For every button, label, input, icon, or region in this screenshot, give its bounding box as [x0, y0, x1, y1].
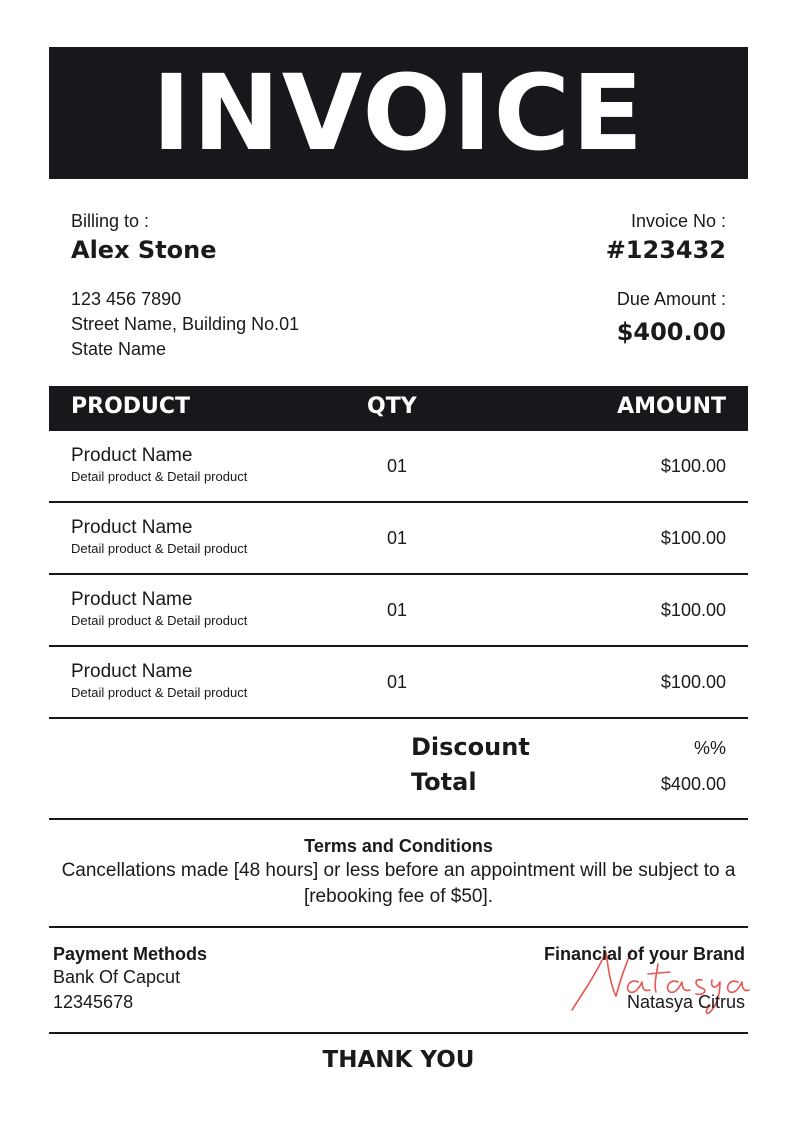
invoice-no-label: Invoice No : [630, 211, 726, 231]
total-label: Total [411, 768, 477, 796]
discount-value: %% [693, 738, 726, 758]
billing-label: Billing to : [71, 211, 150, 231]
discount-label: Discount [411, 733, 530, 761]
amount: $100.00 [660, 672, 726, 692]
terms-text: Cancellations made [48 hours] or less be… [61, 860, 736, 907]
billing-name: Alex Stone [71, 236, 217, 264]
product-detail: Detail product & Detail product [71, 685, 248, 700]
qty: 01 [387, 456, 408, 476]
invoice-banner: INVOICE [49, 47, 748, 179]
table-header: PRODUCT QTY AMOUNT [49, 386, 748, 431]
billing-phone: 123 456 7890 [71, 289, 182, 309]
divider [49, 818, 748, 820]
total-value: $400.00 [660, 774, 726, 794]
product-detail: Detail product & Detail product [71, 541, 248, 556]
table-row: Product Name Detail product & Detail prod… [49, 503, 748, 575]
amount: $100.00 [660, 600, 726, 620]
qty: 01 [387, 600, 408, 620]
terms-title: Terms and Conditions [304, 836, 493, 856]
amount: $100.00 [660, 528, 726, 548]
billing-state: State Name [71, 339, 167, 359]
qty: 01 [387, 528, 408, 548]
header-product: PRODUCT [71, 394, 191, 419]
header-qty: QTY [367, 394, 417, 419]
signature-title: Financial of your Brand [543, 944, 745, 964]
table-row: Product Name Detail product & Detail prod… [49, 575, 748, 647]
divider [49, 1032, 748, 1034]
product-name: Product Name [71, 661, 193, 682]
due-amount: $400.00 [616, 318, 726, 346]
product-name: Product Name [71, 445, 193, 466]
amount: $100.00 [660, 456, 726, 476]
product-detail: Detail product & Detail product [71, 469, 248, 484]
table-row: Product Name Detail product & Detail prod… [49, 647, 748, 719]
signature-name: Natasya Citrus [626, 992, 745, 1012]
qty: 01 [387, 672, 408, 692]
divider [49, 926, 748, 928]
product-name: Product Name [71, 589, 193, 610]
product-name: Product Name [71, 517, 193, 538]
billing-street: Street Name, Building No.01 [71, 314, 300, 334]
thank-you: THANK YOU [322, 1047, 475, 1073]
header-amount: AMOUNT [617, 394, 726, 419]
payment-account: 12345678 [53, 992, 134, 1012]
due-amount-label: Due Amount : [616, 289, 726, 309]
payment-bank: Bank Of Capcut [53, 967, 181, 987]
table-row: Product Name Detail product & Detail prod… [49, 431, 748, 503]
invoice-no: #123432 [605, 236, 726, 264]
payment-title: Payment Methods [53, 944, 208, 964]
invoice-title: INVOICE [152, 52, 645, 174]
product-detail: Detail product & Detail product [71, 613, 248, 628]
